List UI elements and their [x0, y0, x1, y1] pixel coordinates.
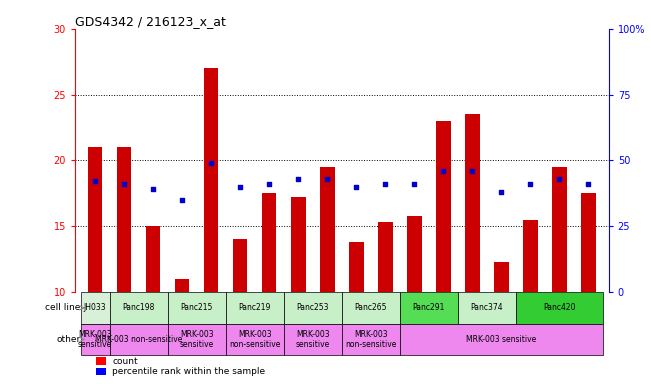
- Bar: [400, 324, 603, 355]
- Point: [525, 181, 536, 187]
- Point: [554, 176, 564, 182]
- Bar: [581, 194, 596, 292]
- Bar: [552, 167, 566, 292]
- Text: cell line: cell line: [46, 303, 81, 312]
- Bar: [494, 262, 508, 292]
- Point: [148, 186, 158, 192]
- Text: Panc219: Panc219: [238, 303, 271, 312]
- Text: Panc265: Panc265: [355, 303, 387, 312]
- Bar: [109, 292, 168, 324]
- Text: MRK-003
sensitive: MRK-003 sensitive: [78, 330, 113, 349]
- Point: [583, 181, 594, 187]
- Bar: [233, 239, 247, 292]
- Text: Panc215: Panc215: [180, 303, 213, 312]
- Bar: [342, 292, 400, 324]
- Text: MRK-003
non-sensitive: MRK-003 non-sensitive: [345, 330, 396, 349]
- Text: GDS4342 / 216123_x_at: GDS4342 / 216123_x_at: [75, 15, 226, 28]
- Bar: [168, 292, 226, 324]
- Bar: [81, 292, 109, 324]
- Text: Panc198: Panc198: [122, 303, 155, 312]
- Bar: [458, 292, 516, 324]
- Point: [438, 168, 449, 174]
- Text: Panc253: Panc253: [296, 303, 329, 312]
- Bar: [109, 324, 168, 355]
- Bar: [516, 292, 603, 324]
- Point: [264, 181, 275, 187]
- Bar: [168, 324, 226, 355]
- Point: [119, 181, 130, 187]
- Point: [322, 176, 333, 182]
- Text: MRK-003
sensitive: MRK-003 sensitive: [180, 330, 214, 349]
- Point: [235, 184, 245, 190]
- Text: Panc291: Panc291: [413, 303, 445, 312]
- Text: Panc374: Panc374: [471, 303, 503, 312]
- Bar: [96, 368, 106, 375]
- Bar: [284, 292, 342, 324]
- Bar: [88, 147, 102, 292]
- Text: percentile rank within the sample: percentile rank within the sample: [112, 367, 266, 376]
- Point: [351, 184, 361, 190]
- Bar: [407, 216, 422, 292]
- Bar: [436, 121, 450, 292]
- Point: [177, 197, 187, 203]
- Bar: [400, 292, 458, 324]
- Bar: [349, 242, 363, 292]
- Bar: [523, 220, 538, 292]
- Bar: [226, 324, 284, 355]
- Bar: [320, 167, 335, 292]
- Bar: [226, 292, 284, 324]
- Bar: [378, 222, 393, 292]
- Text: JH033: JH033: [84, 303, 107, 312]
- Point: [380, 181, 391, 187]
- Text: MRK-003
non-sensitive: MRK-003 non-sensitive: [229, 330, 281, 349]
- Bar: [96, 358, 106, 365]
- Bar: [117, 147, 132, 292]
- Text: MRK-003 sensitive: MRK-003 sensitive: [466, 335, 536, 344]
- Bar: [81, 324, 109, 355]
- Text: MRK-003
sensitive: MRK-003 sensitive: [296, 330, 330, 349]
- Bar: [175, 279, 189, 292]
- Point: [496, 189, 506, 195]
- Text: count: count: [112, 357, 138, 366]
- Point: [409, 181, 419, 187]
- Text: other: other: [57, 335, 81, 344]
- Bar: [342, 324, 400, 355]
- Bar: [291, 197, 305, 292]
- Bar: [262, 194, 277, 292]
- Bar: [465, 114, 480, 292]
- Bar: [204, 68, 219, 292]
- Text: MRK-003 non-sensitive: MRK-003 non-sensitive: [95, 335, 182, 344]
- Bar: [146, 226, 160, 292]
- Point: [90, 179, 100, 185]
- Point: [467, 168, 478, 174]
- Text: Panc420: Panc420: [543, 303, 575, 312]
- Point: [293, 176, 303, 182]
- Point: [206, 160, 216, 166]
- Bar: [284, 324, 342, 355]
